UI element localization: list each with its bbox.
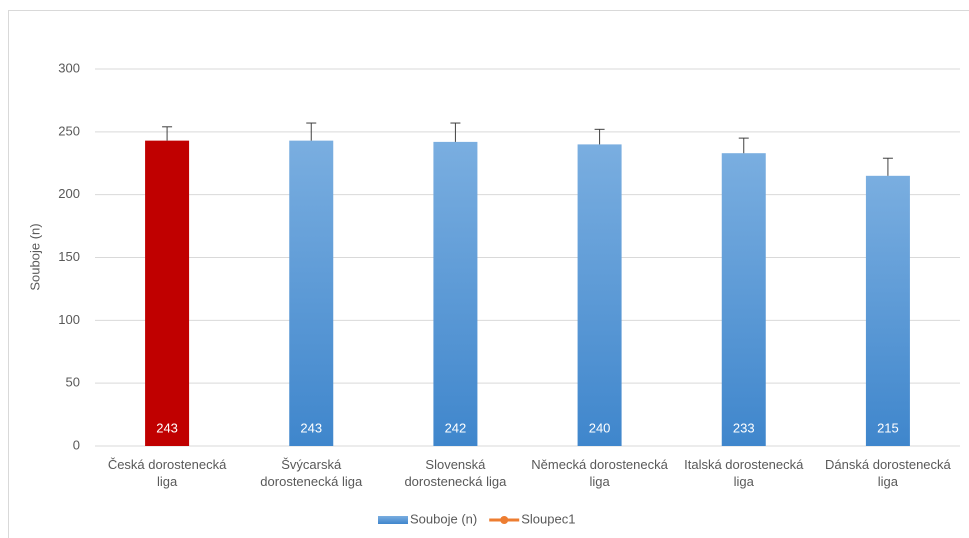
y-tick-label: 0 xyxy=(73,437,80,452)
x-tick-label: Německá dorostenecká liga xyxy=(531,457,668,489)
y-tick-label: 150 xyxy=(58,249,80,264)
bar xyxy=(289,140,334,446)
x-tick-label: Dánská dorostenecká liga xyxy=(825,457,951,489)
data-label: 243 xyxy=(300,420,322,435)
chart-border xyxy=(8,10,969,538)
bar xyxy=(433,141,478,447)
legend-label: Souboje (n) xyxy=(410,511,477,526)
bar xyxy=(865,175,910,447)
x-tick-label: Slovenská dorostenecká liga xyxy=(404,457,507,489)
data-label: 233 xyxy=(733,420,755,435)
x-tick-label: Švýcarská dorostenecká liga xyxy=(260,457,363,489)
legend-swatch xyxy=(500,516,509,524)
data-label: 242 xyxy=(445,420,467,435)
y-axis-title: Souboje (n) xyxy=(27,223,42,290)
bar xyxy=(577,144,622,446)
y-tick-label: 200 xyxy=(58,186,80,201)
y-tick-label: 100 xyxy=(58,312,80,327)
legend-swatch xyxy=(378,516,408,524)
legend-label: Sloupec1 xyxy=(521,511,575,526)
y-tick-label: 300 xyxy=(58,60,80,75)
bar xyxy=(721,153,766,447)
y-tick-label: 250 xyxy=(58,123,80,138)
bar xyxy=(145,140,190,446)
y-tick-label: 50 xyxy=(66,375,80,390)
data-label: 240 xyxy=(589,420,611,435)
x-tick-label: Česká dorostenecká liga xyxy=(107,457,227,489)
data-label: 243 xyxy=(156,420,178,435)
x-tick-label: Italská dorostenecká liga xyxy=(684,457,804,489)
data-label: 215 xyxy=(877,420,899,435)
